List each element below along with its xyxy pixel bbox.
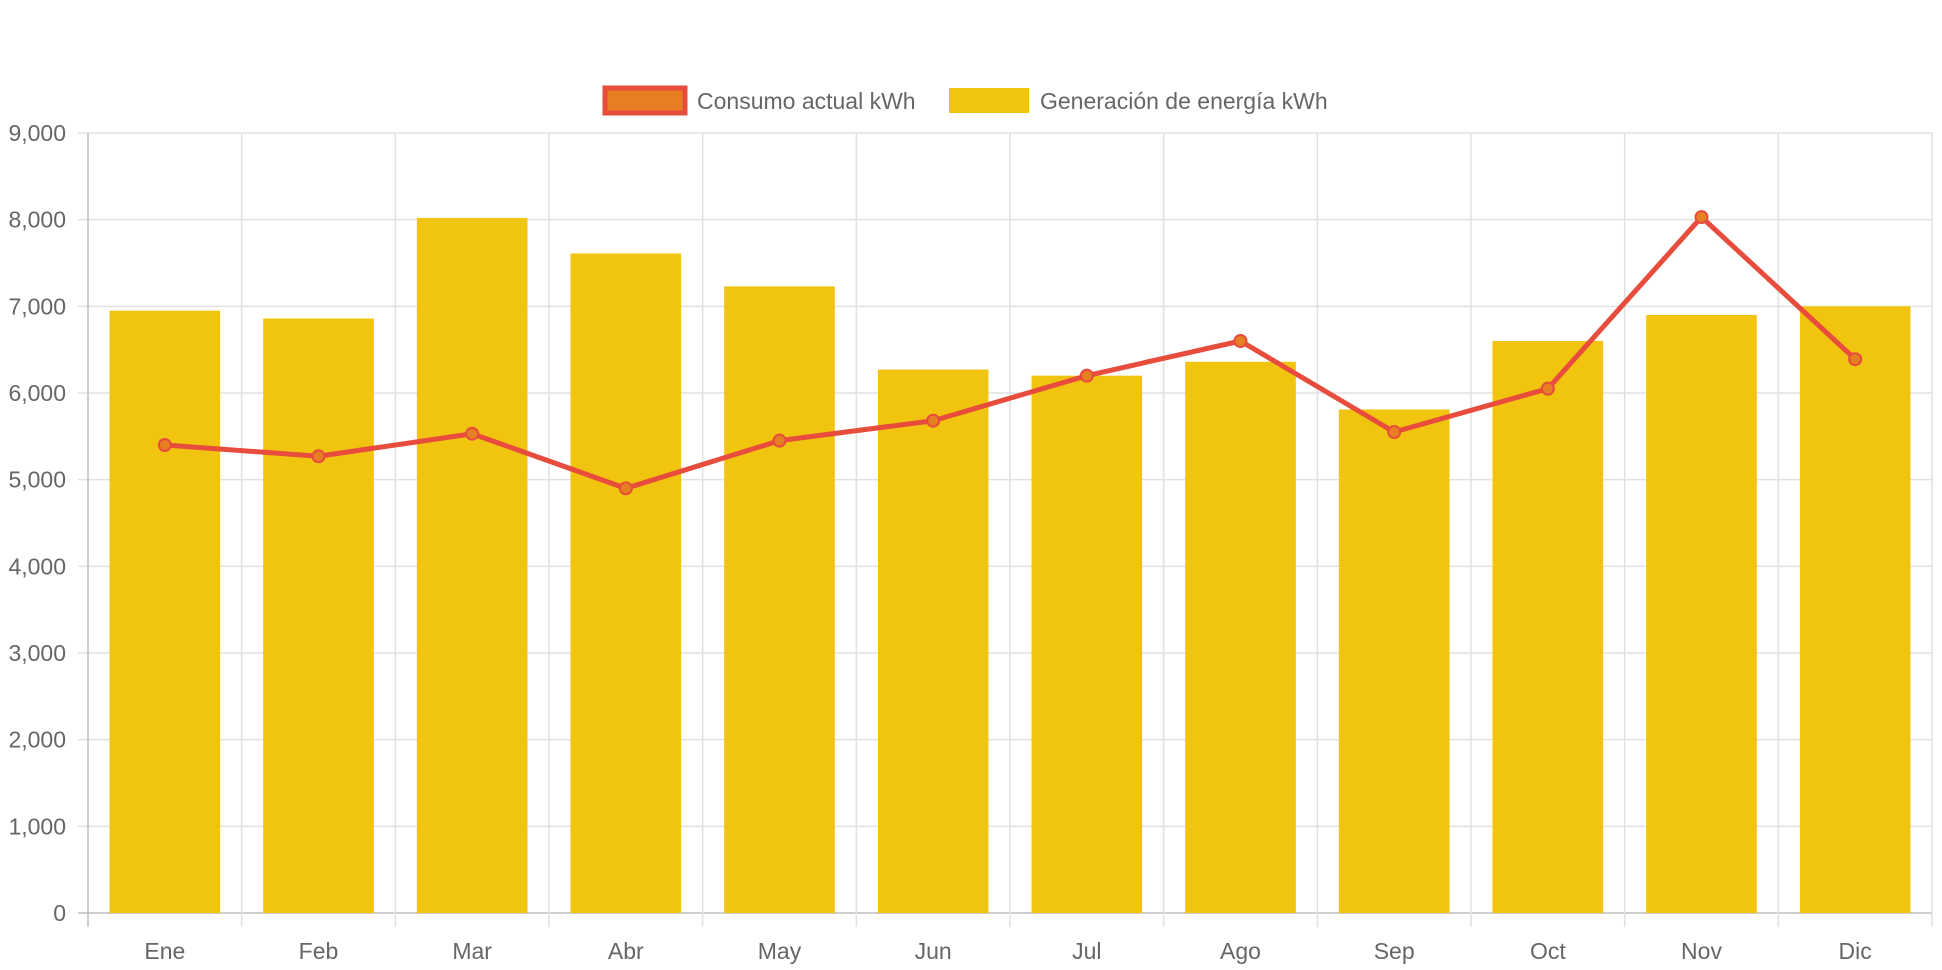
x-tick-label: May <box>758 938 802 964</box>
line-point[interactable] <box>1387 425 1402 439</box>
x-tick-label: Dic <box>1839 938 1872 964</box>
bar[interactable] <box>1185 361 1296 913</box>
bar[interactable] <box>1492 341 1604 913</box>
x-tick-label: Abr <box>608 938 644 964</box>
legend-item-generacion[interactable]: Generación de energía kWh <box>949 88 1328 114</box>
bar[interactable] <box>877 369 989 914</box>
y-tick-label: 5,000 <box>8 467 66 493</box>
line-point[interactable] <box>1233 334 1248 348</box>
bar[interactable] <box>1799 306 1911 913</box>
bar[interactable] <box>263 318 374 913</box>
legend-swatch-generacion <box>949 88 1029 113</box>
bar[interactable] <box>1646 315 1757 913</box>
line-point[interactable] <box>1848 352 1863 367</box>
x-tick-label: Ene <box>144 938 185 964</box>
consumption-line <box>164 214 1857 491</box>
bar[interactable] <box>416 217 528 913</box>
y-tick-label: 2,000 <box>8 727 66 753</box>
bar[interactable] <box>570 253 682 913</box>
legend-item-consumo[interactable]: Consumo actual kWh <box>602 85 916 116</box>
bar[interactable] <box>109 310 221 914</box>
line-point[interactable] <box>1694 210 1709 225</box>
legend-label-generacion: Generación de energía kWh <box>1040 88 1328 114</box>
line-point[interactable] <box>772 433 787 448</box>
grid <box>78 132 1933 927</box>
legend-label-consumo: Consumo actual kWh <box>697 88 916 114</box>
y-tick-label: 4,000 <box>8 553 66 579</box>
line-point[interactable] <box>618 481 633 496</box>
y-tick-label: 3,000 <box>8 640 66 666</box>
y-tick-label: 7,000 <box>8 293 66 319</box>
line-series-consumo <box>157 210 1863 496</box>
x-tick-label: Jul <box>1072 938 1101 964</box>
x-tick-label: Oct <box>1530 938 1566 964</box>
x-tick-label: Sep <box>1374 938 1415 964</box>
legend-swatch-consumo <box>602 85 688 116</box>
x-tick-label: Jun <box>915 938 952 964</box>
y-tick-label: 8,000 <box>8 207 66 233</box>
bar[interactable] <box>1338 409 1450 913</box>
line-point[interactable] <box>926 413 941 428</box>
x-axis: Ene Feb Mar Abr May Jun Jul Ago Sep Oct Nov Dic <box>144 938 1871 964</box>
y-tick-label: 0 <box>53 900 66 926</box>
y-tick-label: 9,000 <box>8 120 66 146</box>
x-tick-label: Ago <box>1220 938 1261 964</box>
bar-series-generacion <box>109 217 1911 914</box>
bar[interactable] <box>724 286 835 913</box>
x-tick-label: Nov <box>1681 938 1722 964</box>
x-tick-label: Mar <box>452 938 492 964</box>
line-point[interactable] <box>1540 381 1555 396</box>
y-tick-label: 1,000 <box>8 813 66 839</box>
x-tick-label: Feb <box>299 938 339 964</box>
bar[interactable] <box>1031 375 1143 914</box>
y-axis: 0 1,000 2,000 3,000 4,000 5,000 6,000 7,000 8,00… <box>8 120 66 926</box>
line-point[interactable] <box>311 449 326 464</box>
line-point[interactable] <box>1079 368 1094 383</box>
line-point[interactable] <box>465 426 480 441</box>
y-tick-label: 6,000 <box>8 380 66 406</box>
legend: Consumo actual kWh Generación de energía… <box>602 85 1328 116</box>
line-point[interactable] <box>157 438 172 452</box>
